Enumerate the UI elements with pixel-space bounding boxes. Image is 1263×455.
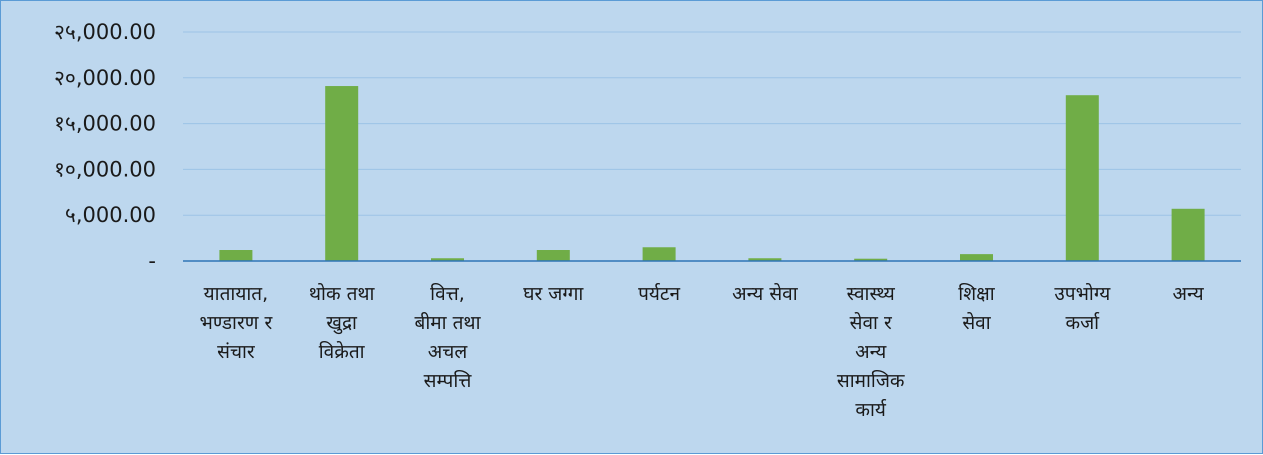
x-tick-label-line: सामाजिक bbox=[837, 369, 905, 392]
bar bbox=[960, 254, 993, 261]
x-tick-label: शिक्षा सेवा bbox=[958, 282, 995, 334]
x-tick-label-line: वित्त, bbox=[430, 282, 465, 305]
x-tick-label: पर्यटन bbox=[638, 282, 680, 305]
bar bbox=[1065, 95, 1099, 261]
x-tick-label-line: अन्य सेवा bbox=[732, 282, 799, 305]
y-tick-label: २५,000.00 bbox=[54, 20, 156, 44]
x-tick-label: अन्य bbox=[1173, 283, 1205, 305]
x-tick-label-line: अचल bbox=[428, 341, 469, 363]
x-tick-label-line: थोक तथा bbox=[309, 282, 376, 305]
x-tick-label-line: सम्पत्ति bbox=[424, 369, 473, 392]
x-tick-label: उपभोग्य कर्जा bbox=[1054, 282, 1111, 334]
x-tick-label-line: संचार bbox=[217, 341, 256, 363]
x-tick-label-line: सेवा bbox=[962, 311, 991, 334]
bar bbox=[325, 86, 359, 261]
gridlines bbox=[183, 31, 1241, 216]
x-tick-label-line: विक्रेता bbox=[319, 340, 366, 363]
x-tick-label-line: कार्य bbox=[855, 398, 887, 421]
bars bbox=[219, 86, 1205, 261]
x-tick-label: थोक तथा खुद्रा विक्रेता bbox=[309, 282, 376, 363]
bar bbox=[536, 250, 570, 261]
x-tick-label-line: शिक्षा bbox=[958, 282, 995, 305]
y-tick-label: ५,000.00 bbox=[65, 203, 156, 227]
bar bbox=[219, 250, 253, 261]
bar bbox=[431, 258, 464, 261]
x-tick-label-line: अन्य bbox=[855, 341, 887, 363]
x-tick-label-line: उपभोग्य bbox=[1054, 282, 1111, 305]
y-tick-labels: - ५,000.00 १०,000.00 १५,000.00 २०,000.00 २५,0… bbox=[54, 20, 156, 273]
x-tick-labels: यातायात, भण्डारण र संचार थोक तथा खुद्रा विक्र… bbox=[200, 282, 1205, 421]
x-tick-label: अन्य सेवा bbox=[732, 282, 799, 305]
bar bbox=[1171, 208, 1205, 261]
x-tick-label-line: सेवा र bbox=[850, 311, 893, 334]
x-tick-label-line: यातायात, bbox=[204, 283, 269, 305]
x-tick-label-line: कर्जा bbox=[1065, 311, 1100, 334]
x-tick-label-line: अन्य bbox=[1173, 283, 1205, 305]
y-tick-label: - bbox=[148, 249, 156, 273]
x-tick-label-line: घर जग्गा bbox=[523, 283, 584, 305]
bar bbox=[854, 258, 888, 261]
x-tick-label: यातायात, भण्डारण र संचार bbox=[200, 283, 274, 363]
x-tick-label-line: स्वास्थ्य bbox=[847, 283, 896, 305]
x-tick-label-line: खुद्रा bbox=[326, 312, 358, 335]
x-tick-label-line: पर्यटन bbox=[638, 282, 680, 305]
y-tick-label: १०,000.00 bbox=[54, 157, 156, 181]
x-tick-label-line: भण्डारण र bbox=[200, 312, 274, 334]
bar bbox=[642, 247, 676, 261]
y-tick-label: १५,000.00 bbox=[54, 112, 156, 136]
x-tick-label: वित्त, बीमा तथा अचल सम्पत्ति bbox=[415, 282, 482, 392]
x-tick-label-line: बीमा तथा bbox=[415, 311, 482, 334]
x-tick-label: घर जग्गा bbox=[523, 283, 584, 305]
bar bbox=[748, 258, 782, 261]
x-tick-label: स्वास्थ्य सेवा र अन्य सामाजिक कार्य bbox=[837, 283, 905, 421]
y-tick-label: २०,000.00 bbox=[54, 66, 156, 90]
